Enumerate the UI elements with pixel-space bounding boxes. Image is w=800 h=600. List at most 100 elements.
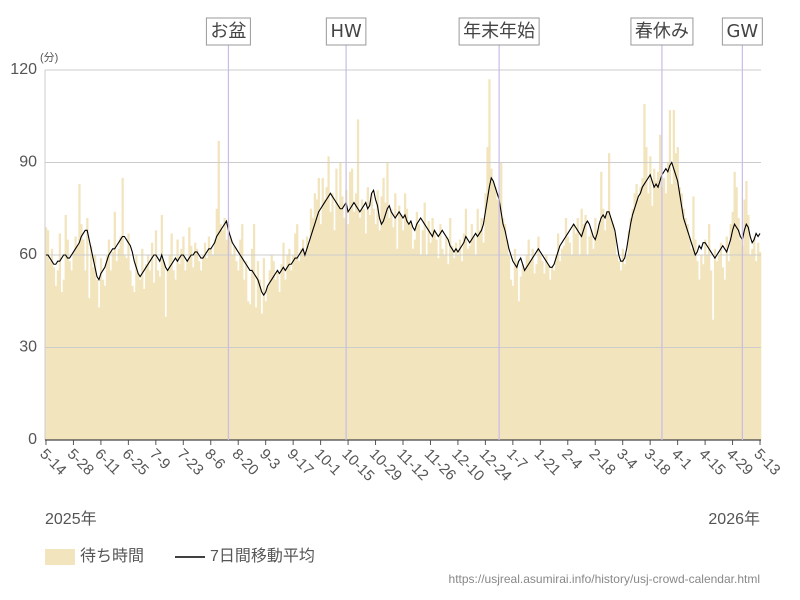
bar — [500, 162, 503, 440]
bar — [158, 276, 162, 440]
bar — [607, 153, 611, 440]
bar — [219, 224, 222, 440]
bar — [121, 177, 124, 440]
bar — [643, 103, 646, 441]
bar — [523, 270, 526, 440]
bar — [341, 196, 344, 440]
annotation-box — [630, 17, 694, 46]
bar — [751, 248, 754, 440]
annotation-label: GW — [726, 21, 758, 42]
x-tick-label: 7-9 — [146, 446, 173, 473]
bar — [709, 270, 713, 440]
bar — [386, 162, 389, 440]
bar — [239, 239, 242, 440]
bar — [617, 261, 621, 440]
bar — [398, 205, 401, 440]
bar — [417, 224, 420, 440]
bar — [464, 208, 468, 440]
x-tick-label: 5-13 — [750, 446, 783, 479]
bar — [252, 224, 256, 440]
bar — [46, 230, 50, 440]
bar — [331, 193, 334, 440]
bar — [759, 251, 762, 440]
bar — [198, 261, 201, 440]
x-tick-label: 6-11 — [91, 446, 123, 478]
bar — [407, 224, 411, 440]
bar — [566, 236, 570, 440]
bar — [99, 258, 103, 440]
bar — [529, 261, 532, 440]
bar — [139, 279, 142, 440]
bar — [476, 208, 479, 440]
x-tick-label: 8-20 — [229, 446, 262, 479]
bar — [264, 301, 267, 440]
bar — [245, 261, 248, 440]
bar — [445, 236, 448, 440]
bar — [296, 224, 299, 440]
bar — [247, 301, 250, 440]
bar — [80, 224, 83, 440]
bar — [729, 224, 732, 440]
bar — [645, 147, 648, 441]
bar — [484, 193, 487, 440]
bar — [109, 270, 112, 440]
bar — [127, 233, 130, 440]
bar — [403, 193, 407, 440]
year-label: 2025年 — [45, 510, 97, 528]
bar — [217, 140, 220, 440]
bar — [186, 261, 189, 440]
bar — [521, 264, 524, 440]
bar — [70, 270, 73, 440]
bar — [325, 187, 328, 440]
bar — [351, 168, 354, 440]
bar — [235, 261, 238, 440]
bar — [641, 177, 644, 440]
bar — [723, 279, 726, 440]
annotation-label: HW — [330, 21, 362, 42]
bar — [380, 196, 383, 440]
bar — [606, 211, 609, 440]
bar — [117, 248, 120, 440]
annotation-label: 年末年始 — [463, 21, 535, 42]
y-tick-label: 30 — [19, 339, 37, 356]
bar — [680, 193, 683, 440]
bar — [392, 227, 395, 440]
bar — [611, 224, 615, 440]
bar — [733, 171, 736, 440]
bar — [568, 242, 572, 440]
year-label: 2026年 — [708, 510, 760, 528]
bar — [572, 224, 575, 440]
bar — [48, 261, 52, 440]
bar — [101, 279, 105, 440]
bar — [131, 285, 134, 440]
bar — [347, 224, 350, 440]
bar — [753, 236, 756, 440]
bar — [360, 199, 364, 440]
bar — [690, 248, 693, 440]
bar — [480, 218, 483, 440]
bar — [727, 261, 730, 440]
bar — [647, 193, 650, 440]
bar — [52, 267, 56, 440]
bar — [170, 233, 173, 440]
bar — [372, 208, 375, 440]
bar — [537, 236, 540, 440]
bar — [107, 239, 111, 440]
bar — [317, 177, 320, 440]
moving-average-line — [45, 161, 761, 297]
bar — [657, 171, 660, 440]
bar — [207, 236, 211, 440]
bar — [400, 214, 403, 440]
bar — [623, 264, 626, 440]
bar — [90, 245, 93, 440]
bar — [74, 236, 77, 440]
bar — [447, 264, 450, 440]
bar — [672, 110, 675, 440]
bar — [682, 208, 685, 440]
bar — [309, 208, 313, 440]
bar — [249, 304, 252, 440]
bar — [60, 292, 63, 440]
bar — [237, 270, 240, 440]
bar — [737, 218, 740, 440]
bar — [199, 270, 203, 440]
